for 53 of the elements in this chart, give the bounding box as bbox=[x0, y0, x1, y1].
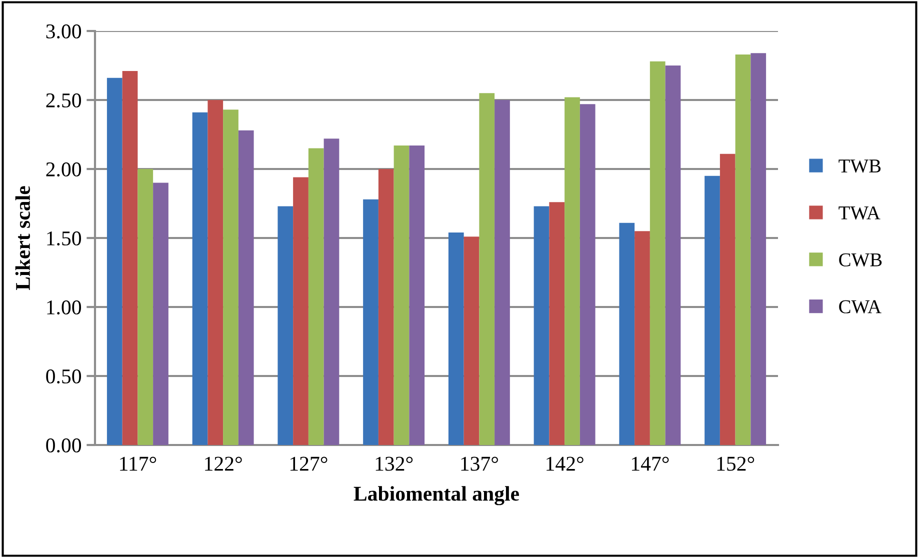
bar bbox=[549, 202, 565, 445]
legend-label: CWB bbox=[839, 253, 882, 266]
bar bbox=[324, 138, 340, 445]
y-tick-label: 1.00 bbox=[47, 300, 82, 315]
bar bbox=[278, 206, 294, 445]
bar bbox=[122, 71, 138, 445]
bar bbox=[378, 169, 394, 445]
bar bbox=[735, 54, 751, 445]
legend-label: CWA bbox=[839, 300, 882, 314]
y-tick-label: 2.50 bbox=[46, 93, 82, 108]
y-tick-label: 3.00 bbox=[46, 24, 82, 39]
bar bbox=[580, 104, 596, 445]
bar bbox=[138, 169, 154, 445]
bar bbox=[192, 112, 208, 445]
bar bbox=[448, 232, 464, 445]
bar bbox=[409, 146, 425, 445]
bar bbox=[363, 199, 378, 445]
bar bbox=[394, 146, 410, 445]
x-tick-label: 117° bbox=[120, 456, 156, 471]
x-tick-label: 142° bbox=[546, 456, 584, 471]
bar bbox=[223, 110, 238, 445]
bar bbox=[106, 78, 122, 445]
x-tick-label: 127° bbox=[290, 456, 328, 471]
y-tick-label: 2.00 bbox=[46, 162, 82, 177]
bar bbox=[464, 236, 480, 445]
x-tick-label: 137° bbox=[461, 456, 498, 471]
x-tick-label: 152° bbox=[717, 456, 754, 471]
bar bbox=[534, 206, 550, 445]
x-tick-label: 132° bbox=[376, 456, 413, 471]
bar bbox=[650, 61, 666, 445]
legend-label: TWB bbox=[838, 160, 881, 173]
bar bbox=[153, 182, 168, 445]
bar bbox=[208, 100, 224, 445]
bar bbox=[238, 130, 254, 445]
x-tick-label: 122° bbox=[205, 456, 242, 471]
y-tick-label: 1.50 bbox=[47, 231, 82, 246]
bar bbox=[634, 231, 650, 445]
bar bbox=[665, 66, 681, 445]
bar bbox=[564, 97, 580, 445]
bar bbox=[704, 176, 720, 445]
y-tick-label: 0.50 bbox=[46, 369, 82, 384]
bar bbox=[494, 100, 510, 445]
bar bbox=[619, 222, 635, 445]
x-axis-title: Labiomental angle bbox=[354, 486, 520, 506]
bar bbox=[720, 154, 736, 445]
bar bbox=[308, 148, 324, 445]
bar bbox=[479, 93, 495, 445]
y-axis-title: Likert scale bbox=[15, 186, 30, 290]
y-tick-label: 0.00 bbox=[46, 438, 82, 453]
bar bbox=[750, 53, 766, 445]
x-tick-label: 147° bbox=[632, 456, 669, 471]
bar bbox=[293, 177, 308, 445]
legend-label: TWA bbox=[838, 206, 880, 220]
